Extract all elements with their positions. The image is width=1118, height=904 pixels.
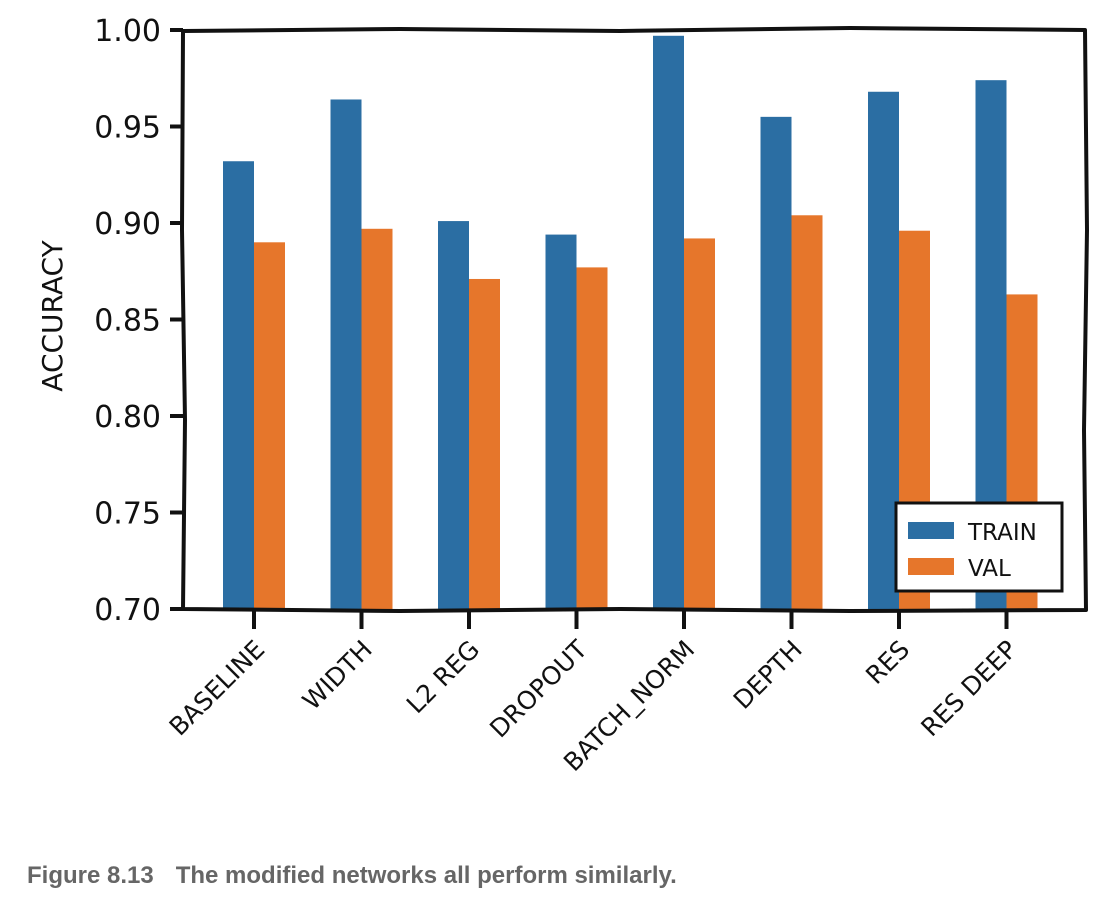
y-tick-label: 0.80 [94, 400, 161, 435]
y-tick-label: 0.95 [94, 111, 161, 146]
x-tick-label-baseline: BASELINE [164, 635, 271, 742]
legend-swatch-train [908, 522, 954, 539]
x-tick-label-res: RES [860, 635, 915, 690]
bar-val-l2-reg [469, 278, 500, 609]
figure-caption-text: The modified networks all perform simila… [175, 862, 677, 889]
figure-caption: Figure 8.13 The modified networks all per… [27, 862, 677, 890]
x-tick-label-depth: DEPTH [728, 635, 808, 715]
y-tick-label: 0.75 [94, 497, 161, 532]
x-tick-label-width: WIDTH [297, 635, 378, 716]
bar-val-batch-norm [684, 238, 715, 609]
bar-train-depth [760, 116, 792, 609]
bar-train-dropout [545, 234, 577, 609]
legend-label-train: TRAIN [967, 520, 1037, 546]
x-tick-label-res-deep: RES DEEP [915, 635, 1022, 742]
x-tick-label-l2-reg: L2 REG [401, 635, 485, 719]
bar-train-baseline [223, 161, 254, 610]
y-axis-ticks: 0.70 0.75 0.80 0.85 0.90 0.95 1.00 [94, 14, 183, 628]
y-tick-label: 0.90 [94, 207, 161, 242]
y-tick-label: 0.70 [94, 593, 161, 628]
x-tick-label-dropout: DROPOUT [484, 634, 593, 743]
figure-number: Figure 8.13 [27, 862, 154, 889]
bar-val-baseline [254, 242, 285, 610]
axes-frame [180, 26, 1089, 613]
y-tick-label: 1.00 [94, 14, 161, 49]
bar-val-dropout [576, 267, 608, 609]
y-axis-title: ACCURACY [36, 239, 69, 391]
accuracy-bar-chart: 0.70 0.75 0.80 0.85 0.90 0.95 1.00 BASELINE WID… [36, 14, 1089, 777]
bar-val-width [361, 228, 393, 610]
bar-train-batch-norm [653, 35, 684, 610]
legend-box [894, 501, 1064, 593]
bar-train-l2-reg [438, 221, 469, 609]
legend: TRAIN VAL [894, 501, 1064, 593]
legend-label-val: VAL [968, 556, 1011, 582]
bar-val-depth [791, 215, 823, 609]
bar-train-width [330, 99, 362, 609]
bar-train-res [868, 91, 899, 609]
y-tick-label: 0.85 [94, 304, 161, 339]
legend-swatch-val [908, 558, 954, 575]
